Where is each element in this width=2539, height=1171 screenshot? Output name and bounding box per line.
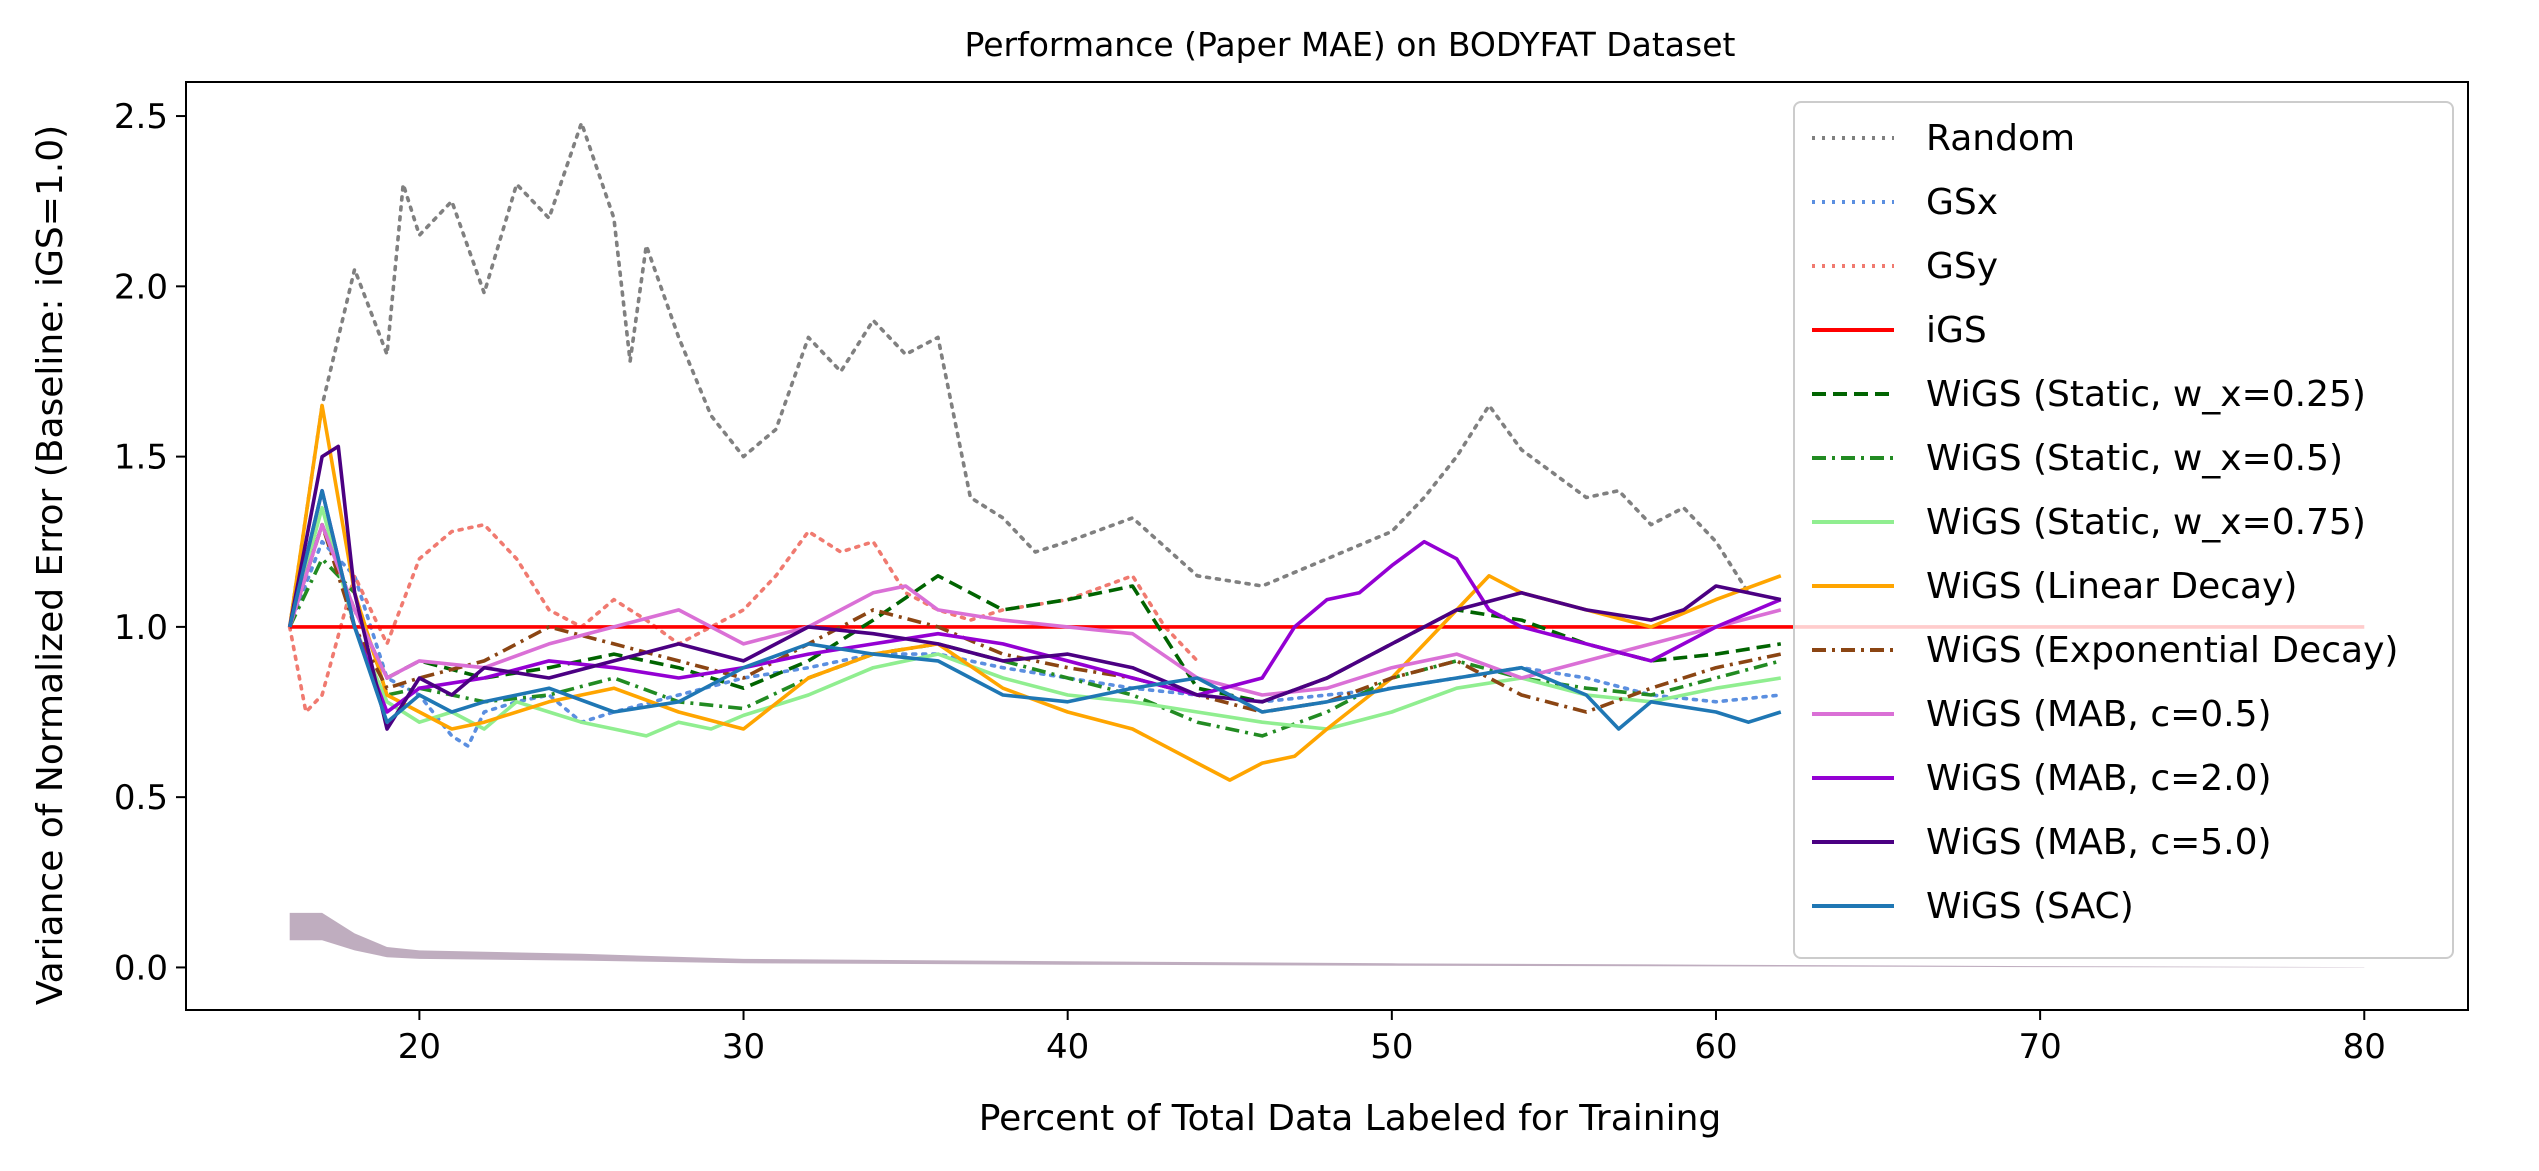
axes-frame [185,81,2469,1011]
legend-label-10: WiGS (MAB, c=2.0) [1926,758,2272,799]
x-tick-label-4: 60 [1694,1027,1737,1067]
y-tick-label-5: 2.5 [114,97,168,137]
legend-label-3: iGS [1926,310,1987,351]
x-tick-label-6: 80 [2343,1027,2386,1067]
legend: Random GSx GSy iGS WiGS (Static, w_x=0.25) Wi… [1793,101,2454,959]
legend-label-4: WiGS (Static, w_x=0.25) [1926,374,2366,415]
y-tick-label-0: 0.0 [114,948,168,988]
x-tick-label-1: 30 [722,1027,765,1067]
series-line-2 [287,522,1200,714]
y-tick-label-1: 0.5 [114,778,168,818]
x-axis-title: Percent of Total Data Labeled for Traini… [979,1098,1722,1139]
legend-label-7: WiGS (Linear Decay) [1926,566,2297,607]
legend-label-5: WiGS (Static, w_x=0.5) [1926,438,2343,479]
legend-label-0: Random [1926,118,2075,159]
plot-area [287,121,2365,968]
series-line-0 [287,121,1751,629]
y-tick-label-4: 2.0 [114,267,168,307]
y-axis-title: Variance of Normalized Error (Baseline: … [30,125,71,1005]
x-tick-label-3: 50 [1370,1027,1413,1067]
legend-label-6: WiGS (Static, w_x=0.75) [1926,502,2366,543]
legend-box [1793,101,2454,959]
x-tick-label-5: 70 [2018,1027,2061,1067]
legend-label-1: GSx [1926,182,1998,223]
y-tick-label-3: 1.5 [114,438,168,478]
legend-label-9: WiGS (MAB, c=0.5) [1926,694,2272,735]
x-tick-label-2: 40 [1046,1027,1089,1067]
axes: 20 30 40 50 60 70 80 0.0 0.5 1.0 1.5 2.0 2.5 [114,81,2469,1067]
legend-label-12: WiGS (SAC) [1926,886,2134,927]
series-line-7 [287,403,1782,782]
legend-label-11: WiGS (MAB, c=5.0) [1926,822,2272,863]
x-tick-label-0: 20 [398,1027,441,1067]
series-line-12 [287,488,1782,731]
chart-title: Performance (Paper MAE) on BODYFAT Datas… [965,25,1736,64]
legend-label-2: GSy [1926,246,1998,287]
series-line-11 [287,444,1782,731]
y-tick-label-2: 1.0 [114,608,168,648]
legend-label-8: WiGS (Exponential Decay) [1926,630,2398,671]
series-line-10 [287,488,1782,714]
